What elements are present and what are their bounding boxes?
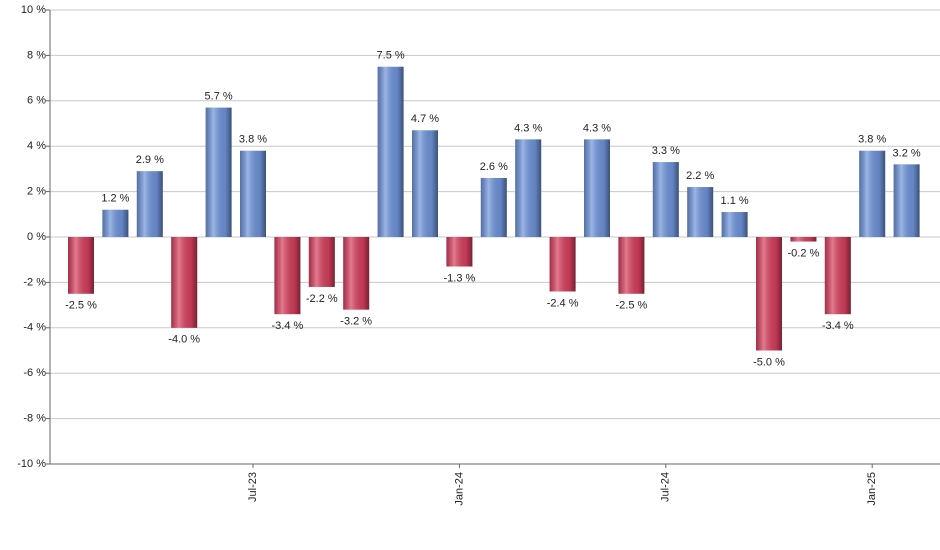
bar-shade — [377, 66, 404, 237]
y-tick-label: -10 % — [17, 458, 46, 470]
x-tick-label: Jul-24 — [660, 472, 672, 502]
value-label: 2.9 % — [136, 154, 164, 166]
value-label: 3.8 % — [858, 134, 886, 146]
y-tick-label: 2 % — [27, 186, 46, 198]
y-tick-label: -4 % — [23, 322, 46, 334]
value-label: -4.0 % — [168, 334, 200, 346]
bar-shade — [652, 162, 679, 237]
y-tick-label: -8 % — [23, 413, 46, 425]
value-label: 7.5 % — [377, 50, 405, 62]
value-label: -0.2 % — [788, 247, 820, 259]
y-tick-label: 6 % — [27, 95, 46, 107]
bar-shade — [756, 237, 782, 351]
value-label: -3.4 % — [272, 320, 304, 332]
y-tick-label: -6 % — [23, 367, 46, 379]
y-tick-label: 4 % — [27, 140, 46, 152]
bar-shade — [859, 150, 886, 237]
value-label: 4.3 % — [583, 122, 611, 134]
bar-shade — [687, 187, 714, 237]
bar-shade — [893, 164, 920, 237]
bar-shade — [343, 237, 370, 310]
value-label: -2.4 % — [547, 297, 579, 309]
bar-shade — [205, 107, 232, 237]
value-label: 5.7 % — [205, 91, 233, 103]
bar-shade — [721, 212, 748, 237]
value-label: 1.2 % — [101, 193, 129, 205]
value-label: 2.6 % — [480, 161, 508, 173]
y-tick-label: -2 % — [23, 276, 46, 288]
bar-shade — [584, 139, 610, 237]
bar-shade — [480, 177, 507, 237]
x-tick-label: Jul-23 — [247, 472, 259, 502]
bar-shade — [274, 237, 301, 315]
value-label: -3.4 % — [822, 320, 854, 332]
value-label: 3.8 % — [239, 134, 267, 146]
bar-shade — [412, 130, 438, 237]
bar-shade — [618, 237, 645, 294]
x-tick-label: Jan-25 — [866, 472, 878, 506]
y-tick-label: 8 % — [27, 49, 46, 61]
bar-shade — [549, 237, 576, 292]
y-tick-label: 10 % — [21, 4, 46, 16]
value-label: 3.3 % — [652, 145, 680, 157]
value-label: -2.5 % — [65, 300, 97, 312]
value-label: -1.3 % — [444, 272, 476, 284]
bar-shade — [824, 237, 851, 315]
bar-shade — [136, 171, 163, 237]
x-tick-label: Jan-24 — [453, 472, 465, 506]
y-tick-label: 0 % — [27, 231, 46, 243]
bar-shade — [240, 150, 266, 237]
value-label: 4.7 % — [411, 113, 439, 125]
bar-shade — [102, 209, 129, 237]
bar-shade — [308, 237, 335, 287]
value-label: 3.2 % — [893, 147, 921, 159]
bar-shade — [515, 139, 542, 237]
bar-shade — [68, 237, 94, 294]
value-label: 1.1 % — [721, 195, 749, 207]
value-label: 4.3 % — [514, 122, 542, 134]
value-label: -3.2 % — [340, 316, 372, 328]
value-label: -2.5 % — [616, 300, 648, 312]
value-label: 2.2 % — [686, 170, 714, 182]
bar-shade — [790, 237, 817, 242]
bar-shade — [171, 237, 198, 328]
value-label: -5.0 % — [753, 356, 785, 368]
bar-shade — [446, 237, 473, 267]
value-label: -2.2 % — [306, 293, 338, 305]
